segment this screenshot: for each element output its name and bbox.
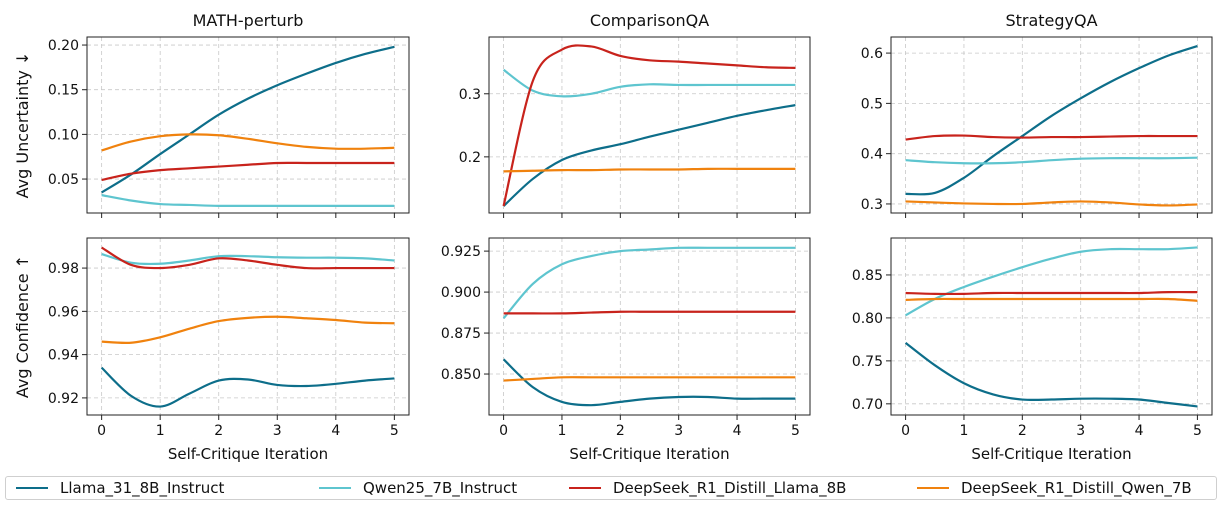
series-line-llama_31_8b_instruct — [100, 366, 395, 408]
series-line-qwen25_7b_instruct — [905, 156, 1198, 165]
x-tick-label: 5 — [1193, 423, 1202, 439]
axes-frame — [86, 237, 410, 416]
series-line-deepseek_r1_distill_llama_8b — [905, 134, 1198, 141]
y-tick-label: 0.3 — [459, 87, 481, 103]
y-tick-label: 0.875 — [441, 326, 481, 342]
y-tick-label: 0.05 — [48, 172, 79, 188]
series-line-deepseek_r1_distill_llama_8b — [905, 290, 1198, 296]
x-axis-label: Self-Critique Iteration — [569, 445, 729, 463]
series-line-llama_31_8b_instruct — [101, 45, 395, 194]
y-tick-label: 0.4 — [861, 147, 883, 163]
legend-item-deepseek-llama: DeepSeek_R1_Distill_Llama_8B — [569, 477, 846, 499]
series-line-deepseek_r1_distill_qwen_7b — [905, 297, 1198, 302]
x-tick-label: 4 — [331, 423, 340, 439]
series-line-qwen25_7b_instruct — [101, 252, 395, 266]
axes-frame — [890, 237, 1213, 416]
y-tick-label: 0.6 — [861, 46, 883, 62]
series-line-llama_31_8b_instruct — [905, 45, 1198, 196]
legend-swatch — [16, 486, 48, 490]
legend-item-llama: Llama_31_8B_Instruct — [16, 477, 224, 499]
x-tick-label: 3 — [1076, 423, 1085, 439]
series-line-deepseek_r1_distill_qwen_7b — [905, 200, 1198, 207]
x-tick-label: 5 — [791, 423, 800, 439]
y-tick-label: 0.80 — [852, 311, 883, 327]
legend-label: DeepSeek_R1_Distill_Llama_8B — [613, 479, 847, 497]
subplot-3: 0.3 0.4 0.5 0.6 StrategyQA — [861, 11, 1213, 218]
series-line-llama_31_8b_instruct — [502, 104, 796, 207]
series-line-llama_31_8b_instruct — [502, 358, 796, 407]
subplot-5: 0 1 2 3 4 5 0.850 0.875 0.900 0.925 Self-Critique … — [441, 237, 811, 463]
y-tick-label: 0.98 — [48, 261, 79, 277]
x-tick-label: 2 — [1018, 423, 1027, 439]
series-line-llama_31_8b_instruct — [904, 341, 1198, 408]
axes-frame — [488, 36, 811, 214]
y-tick-label: 0.92 — [48, 391, 79, 407]
series-line-deepseek_r1_distill_qwen_7b — [503, 167, 796, 173]
series-line-qwen25_7b_instruct — [905, 246, 1198, 317]
series-line-qwen25_7b_instruct — [101, 194, 395, 208]
legend-swatch — [917, 486, 949, 490]
y-axis-label: Avg Uncertainty ↓ — [13, 52, 32, 199]
y-tick-label: 0.10 — [48, 127, 79, 143]
legend-label: Llama_31_8B_Instruct — [60, 479, 225, 497]
series-line-qwen25_7b_instruct — [502, 68, 796, 98]
x-tick-label: 1 — [156, 423, 165, 439]
series-line-deepseek_r1_distill_qwen_7b — [503, 376, 796, 382]
legend-label: DeepSeek_R1_Distill_Qwen_7B — [961, 479, 1192, 497]
x-tick-label: 2 — [214, 423, 223, 439]
x-tick-label: 4 — [1135, 423, 1144, 439]
x-tick-label: 4 — [733, 423, 742, 439]
y-tick-label: 0.85 — [852, 268, 883, 284]
legend-item-deepseek-qwen: DeepSeek_R1_Distill_Qwen_7B — [917, 477, 1192, 499]
subplot-title: ComparisonQA — [590, 11, 709, 30]
y-tick-label: 0.15 — [48, 83, 79, 99]
axes-frame — [488, 237, 811, 416]
subplot-title: StrategyQA — [1005, 11, 1097, 30]
series-line-deepseek_r1_distill_qwen_7b — [101, 133, 395, 152]
subplot-6: 0 1 2 3 4 5 0.70 0.75 0.80 0.85 Self-Critique Iter… — [852, 237, 1213, 463]
series-line-qwen25_7b_instruct — [502, 246, 796, 320]
axes-frame — [890, 36, 1213, 214]
x-axis-label: Self-Critique Iteration — [168, 445, 328, 463]
x-tick-label: 1 — [557, 423, 566, 439]
series-line-deepseek_r1_distill_qwen_7b — [101, 315, 395, 344]
series-line-deepseek_r1_distill_llama_8b — [101, 161, 395, 182]
axes-frame — [86, 36, 410, 214]
subplot-title: MATH-perturb — [193, 11, 304, 30]
legend-swatch — [569, 486, 601, 490]
y-tick-label: 0.70 — [852, 397, 883, 413]
y-tick-label: 0.2 — [459, 150, 481, 166]
y-tick-label: 0.900 — [441, 285, 481, 301]
y-axis-label: Avg Confidence ↑ — [13, 255, 32, 398]
y-tick-label: 0.3 — [861, 197, 883, 213]
y-tick-label: 0.20 — [48, 38, 79, 54]
y-tick-label: 0.925 — [441, 244, 481, 260]
x-tick-label: 3 — [674, 423, 683, 439]
legend-item-qwen: Qwen25_7B_Instruct — [319, 477, 517, 499]
x-tick-label: 0 — [97, 423, 106, 439]
legend: Llama_31_8B_Instruct Qwen25_7B_Instruct … — [5, 476, 1217, 500]
series-line-deepseek_r1_distill_llama_8b — [503, 310, 796, 315]
x-tick-label: 2 — [616, 423, 625, 439]
subplot-1: 0.05 0.10 0.15 0.20 MATH-perturb Avg Uncertai… — [13, 11, 410, 218]
x-axis-label: Self-Critique Iteration — [971, 445, 1131, 463]
y-tick-label: 0.94 — [48, 348, 79, 364]
series-line-deepseek_r1_distill_llama_8b — [502, 44, 796, 207]
y-tick-label: 0.850 — [441, 367, 481, 383]
x-tick-label: 0 — [499, 423, 508, 439]
series-line-deepseek_r1_distill_llama_8b — [101, 246, 395, 270]
y-tick-label: 0.5 — [861, 96, 883, 112]
x-tick-label: 1 — [959, 423, 968, 439]
legend-label: Qwen25_7B_Instruct — [363, 479, 518, 497]
x-tick-label: 3 — [273, 423, 282, 439]
subplot-2: 0.2 0.3 ComparisonQA — [459, 11, 811, 218]
y-tick-label: 0.75 — [852, 354, 883, 370]
subplot-4: 0 1 2 3 4 5 0.92 0.94 0.96 0.98 Self-Critique Iter… — [13, 237, 410, 463]
y-tick-label: 0.96 — [48, 304, 79, 320]
x-tick-label: 5 — [390, 423, 399, 439]
x-tick-label: 0 — [901, 423, 910, 439]
legend-swatch — [319, 486, 351, 490]
